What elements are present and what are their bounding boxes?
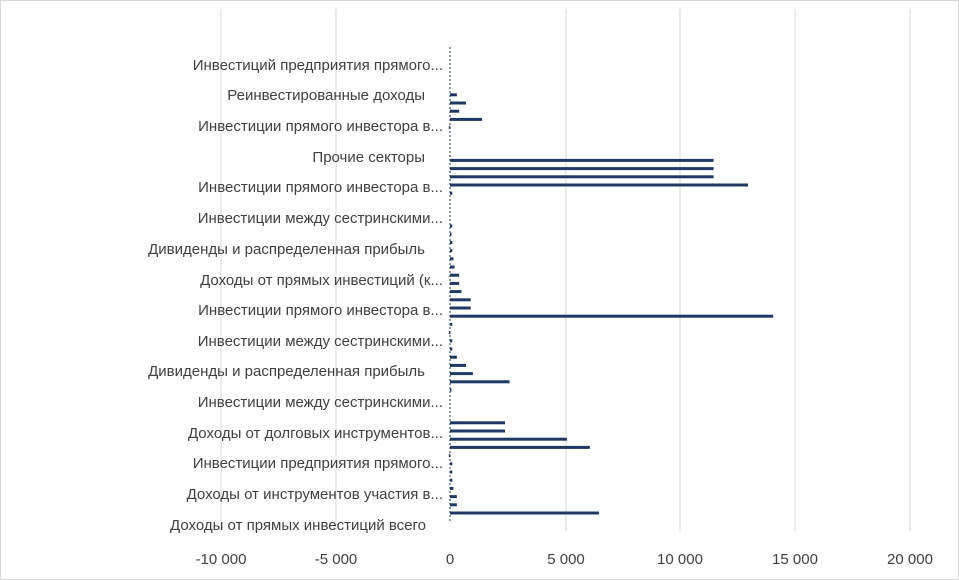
bar: [450, 314, 774, 318]
bar: [450, 257, 454, 261]
bar: [450, 511, 599, 515]
category-label: Прочие секторы: [312, 149, 425, 166]
bar: [450, 175, 714, 179]
bar: [450, 462, 453, 466]
bar: [450, 421, 506, 425]
bar: [450, 380, 510, 384]
x-tick-label: -5 000: [315, 551, 358, 568]
bar: [450, 298, 471, 302]
category-label: Инвестиции между сестринскими...: [198, 210, 443, 227]
bar: [450, 429, 506, 433]
bar: [450, 281, 460, 285]
bar: [450, 388, 452, 392]
bar: [450, 158, 714, 162]
category-label: Инвестиции между сестринскими...: [198, 394, 443, 411]
bar: [450, 240, 453, 244]
category-label: Дивиденды и распределенная прибыль: [148, 241, 425, 258]
bar: [450, 339, 453, 343]
x-tick-label: 20 000: [887, 551, 933, 568]
bar: [450, 290, 462, 294]
bar: [450, 445, 590, 449]
category-label: Инвестиции между сестринскими...: [198, 333, 443, 350]
category-label: Доходы от прямых инвестиций всего: [170, 517, 426, 534]
bar: [450, 224, 453, 228]
x-tick-label: 0: [446, 551, 454, 568]
x-tick-label: 5 000: [547, 551, 585, 568]
category-label: Реинвестированные доходы: [227, 87, 425, 104]
bar: [450, 322, 453, 326]
x-tick-label: -10 000: [196, 551, 247, 568]
category-label: Доходы от прямых инвестиций (к...: [200, 272, 443, 289]
category-label: Доходы от долговых инструментов...: [188, 425, 443, 442]
bar: [450, 486, 454, 490]
category-label: Доходы от инструментов участия в...: [187, 486, 443, 503]
category-label: Дивиденды и распределенная прибыль: [148, 363, 425, 380]
bar: [450, 503, 457, 507]
category-label: Инвестиции предприятия прямого...: [193, 455, 443, 472]
x-tick-label: 10 000: [657, 551, 703, 568]
x-tick-label: 15 000: [772, 551, 818, 568]
bar: [450, 117, 483, 121]
bar: [450, 191, 453, 195]
bar: [450, 306, 471, 310]
category-label: Инвестиции прямого инвестора в...: [198, 302, 443, 319]
bar: [450, 470, 453, 474]
bar: [450, 355, 457, 359]
bar: [450, 232, 452, 236]
bar: [450, 437, 567, 441]
category-label: Инвестиций предприятия прямого...: [193, 57, 443, 74]
bar: [450, 273, 460, 277]
bar: [450, 101, 467, 105]
bar: [450, 183, 748, 187]
bar: [450, 265, 455, 269]
bar: [450, 478, 453, 482]
category-label: Инвестиции прямого инвестора в...: [198, 179, 443, 196]
bar: [450, 109, 460, 113]
bar: [450, 167, 714, 171]
category-label: Инвестиции прямого инвестора в...: [198, 118, 443, 135]
bar: [450, 93, 457, 97]
bar: [450, 495, 457, 499]
bar: [450, 363, 467, 367]
bar: [450, 249, 453, 253]
bar: [450, 347, 453, 351]
bar: [450, 372, 473, 376]
